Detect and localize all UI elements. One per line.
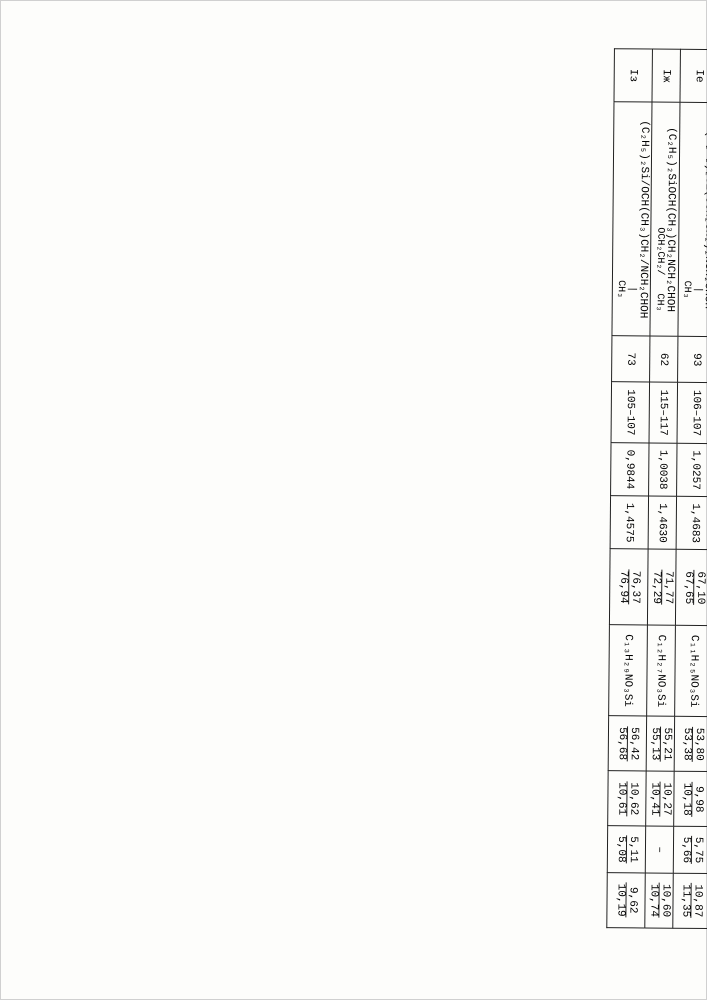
cell-c: 53,8053,38	[674, 717, 707, 772]
cell-d: 1,0038	[648, 443, 676, 496]
cell-d: 1,0257	[676, 443, 707, 497]
cell-yield: 73	[612, 336, 650, 382]
cell-formula: (C₂H₅)₂SiOCH(CH₃)CH₂NCH₂CHOHOCH₂CH₂/ CH₃	[649, 102, 679, 336]
cell-id: Iе	[680, 49, 707, 103]
cell-yield: 62	[649, 336, 677, 382]
cell-formula: (C₂H₅)₂Si/OCH(CH₃)CH₂/NCH₂CHOH|CH₃	[612, 102, 652, 337]
cell-n: 1,4630	[648, 496, 676, 549]
cell-si: 10,6010,74	[644, 873, 672, 928]
document-page: 3 1143748 4 Соеди-нение Формула Выход Т.…	[0, 0, 707, 1000]
cell-nval: 5,755,66	[673, 827, 707, 874]
cell-h: 10,2710,41	[645, 771, 673, 826]
cell-mr: 67,1067,65	[675, 550, 707, 626]
cell-bp: 106–107	[677, 382, 707, 443]
cell-id: Iж	[652, 49, 680, 102]
cell-mr: 76,3776,94	[609, 549, 647, 625]
cell-d: 0,9844	[611, 443, 649, 497]
table-body: Iа(CH₃)₂Si(OCH₂CH₂)₂NCH₂CH₂OH77,398–991,…	[607, 49, 707, 930]
table-row: Iз(C₂H₅)₂Si/OCH(CH₃)CH₂/NCH₂CHOH|CH₃7310…	[607, 49, 652, 928]
cell-yield: 93	[677, 337, 707, 383]
cell-formula: (C₂H₅)₂Si(OCH₂CH₂)₂NCH₂CHOH|CH₃	[677, 102, 707, 337]
cell-h: 9,9810,18	[673, 772, 707, 827]
cell-mr: 71,7772,29	[647, 549, 676, 625]
cell-bp: 105–107	[611, 382, 649, 443]
data-table: Соеди-нение Формула Выход Т.кип.°C 1 ммр…	[606, 48, 707, 931]
cell-si: 9,6210,19	[607, 872, 645, 928]
cell-bp: 115–117	[649, 382, 678, 443]
cell-n: 1,4683	[676, 496, 707, 550]
cell-c: 55,2155,13	[646, 716, 674, 771]
cell-nval: 5,115,08	[607, 826, 645, 873]
cell-si: 10,8711,35	[672, 873, 707, 929]
cell-n: 1,4575	[610, 496, 648, 550]
cell-c: 56,4256,68	[608, 716, 646, 771]
cell-nval: –	[645, 826, 673, 873]
cell-id: Iз	[614, 49, 652, 103]
cell-brutto: C₁₂H₂₇NO₃Si	[646, 625, 675, 716]
cell-h: 10,6210,61	[608, 771, 646, 826]
rotated-content: 3 1143748 4 Соеди-нение Формула Выход Т.…	[0, 197, 707, 805]
cell-brutto: C₁₃H₂₉NO₃Si	[609, 625, 647, 716]
cell-brutto: C₁₁H₂₅NO₃Si	[674, 626, 707, 717]
